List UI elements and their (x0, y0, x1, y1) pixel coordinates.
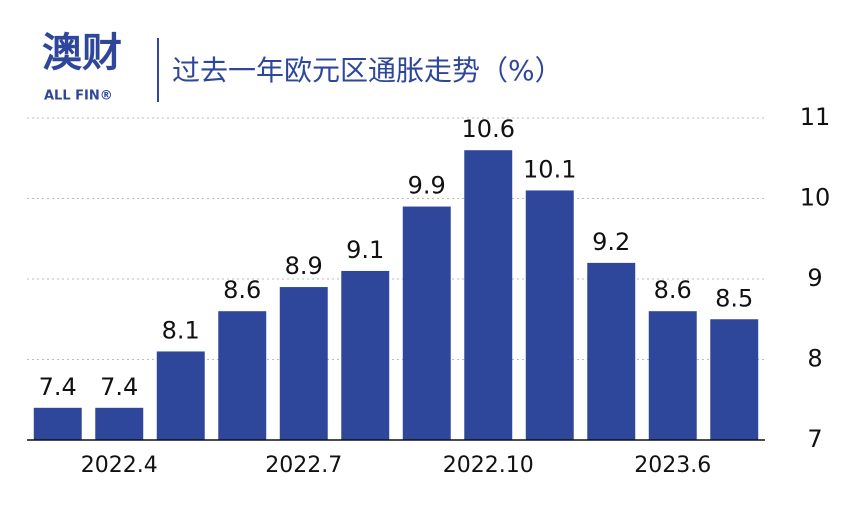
y-tick-label: 9 (807, 264, 822, 292)
bar (33, 407, 82, 440)
data-label: 8.9 (285, 252, 323, 280)
data-label: 7.4 (100, 373, 138, 401)
bar (464, 150, 513, 440)
data-label: 9.1 (346, 236, 384, 264)
logo-text: 澳财 (42, 30, 122, 76)
x-tick-label: 2022.10 (443, 453, 534, 478)
x-tick-label: 2023.6 (634, 453, 711, 478)
bar (525, 190, 574, 440)
data-label: 10.1 (523, 155, 576, 183)
x-tick-label: 2022.7 (265, 453, 342, 478)
bar (587, 262, 636, 440)
bar (710, 319, 759, 440)
bar (402, 206, 451, 440)
data-label: 7.4 (39, 373, 77, 401)
data-label: 8.6 (223, 276, 261, 304)
data-label: 8.1 (162, 316, 200, 344)
y-tick-label: 7 (807, 425, 822, 453)
y-tick-label: 10 (800, 184, 831, 212)
bar (341, 270, 390, 440)
x-tick-label: 2022.4 (81, 453, 158, 478)
data-label: 10.6 (462, 115, 515, 143)
y-tick-label: 8 (807, 345, 822, 373)
data-label: 8.6 (654, 276, 692, 304)
data-label: 9.9 (408, 172, 446, 200)
bar (95, 407, 144, 440)
logo-sub: ALL FIN® (44, 89, 113, 104)
data-label: 8.5 (715, 284, 753, 312)
bar (648, 311, 697, 440)
bar (218, 311, 267, 440)
bar (279, 287, 328, 440)
chart-title: 过去一年欧元区通胀走势（%） (172, 54, 563, 87)
data-label: 9.2 (592, 228, 630, 256)
y-tick-label: 11 (800, 103, 831, 131)
bar (156, 351, 205, 440)
